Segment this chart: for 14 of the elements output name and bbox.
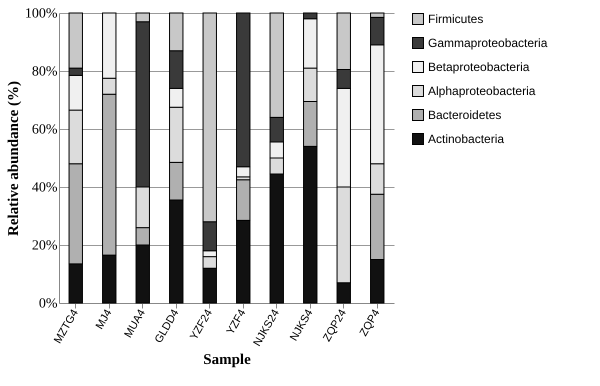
y-tick-label: 100% bbox=[24, 6, 58, 22]
legend-label: Gammaproteobacteria bbox=[428, 36, 548, 50]
legend-label: Actinobacteria bbox=[428, 132, 504, 146]
legend-label: Firmicutes bbox=[428, 12, 484, 26]
y-tick-label: 80% bbox=[32, 64, 58, 80]
legend-label: Betaproteobacteria bbox=[428, 60, 530, 74]
legend-label: Bacteroidetes bbox=[428, 108, 502, 122]
y-tick-label: 0% bbox=[38, 296, 58, 312]
legend-label: Alphaproteobacteria bbox=[428, 84, 536, 98]
y-tick-label: 60% bbox=[32, 122, 58, 138]
y-axis-title: Relative abundance (%) bbox=[6, 81, 22, 236]
y-tick-label: 20% bbox=[32, 238, 58, 254]
x-axis-title: Sample bbox=[203, 352, 252, 368]
y-tick-label: 40% bbox=[32, 180, 58, 196]
